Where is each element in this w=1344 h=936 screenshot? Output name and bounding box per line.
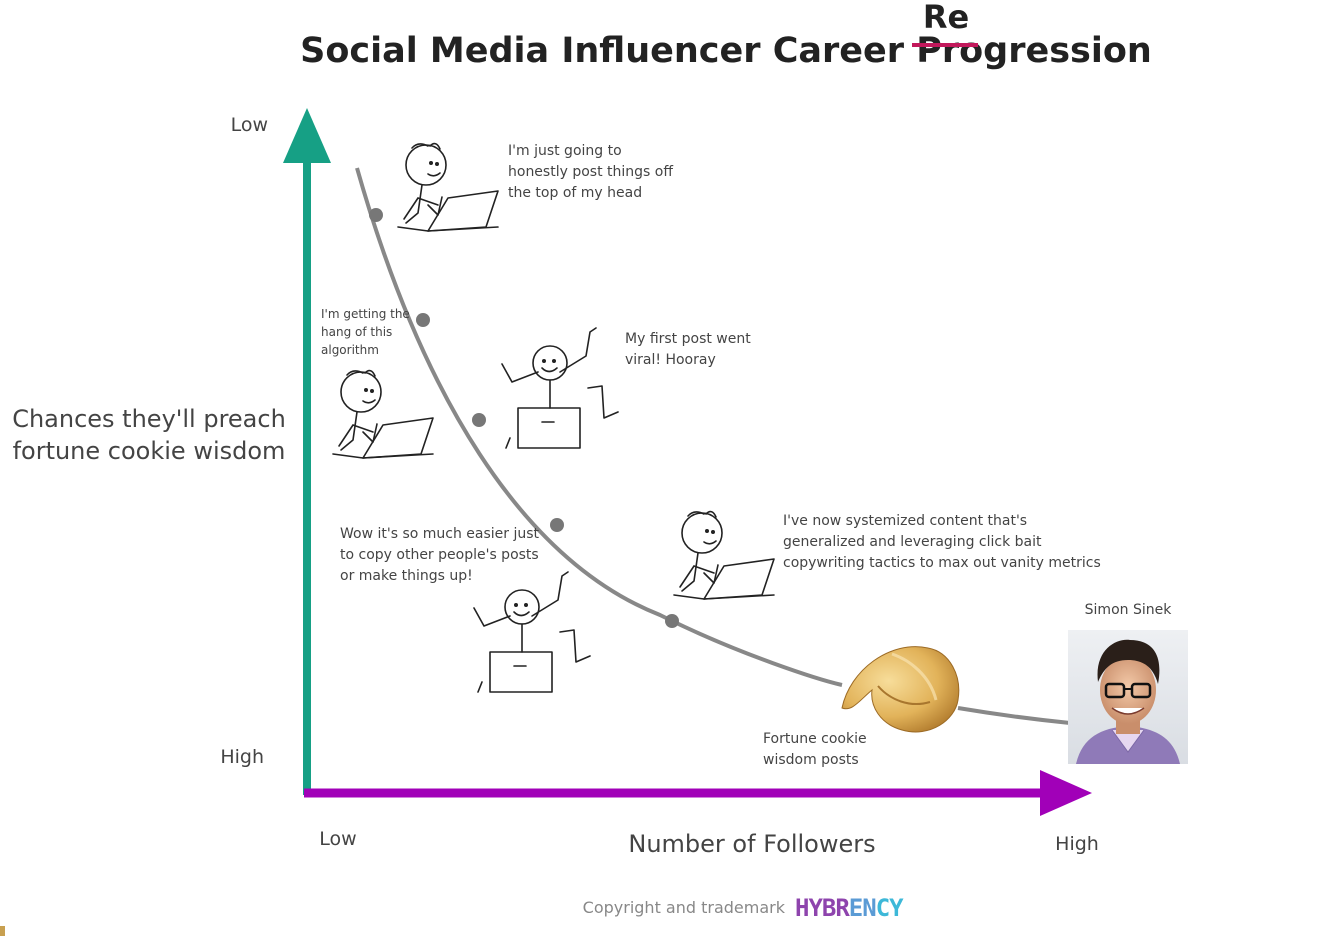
annotation-cookie: Fortune cookie wisdom posts: [763, 731, 867, 768]
y-axis-arrowhead: [283, 108, 331, 163]
curve-point-2: [416, 313, 430, 327]
cookie-line1: Fortune cookie: [763, 731, 867, 747]
stage3-line1: My first post went: [625, 331, 751, 347]
stage3-line2: viral! Hooray: [625, 352, 716, 368]
title-correction: Re: [923, 0, 969, 36]
curve-tail: [957, 706, 1071, 725]
brand-part-1: HYBR: [795, 894, 850, 922]
curve-point-3: [472, 413, 486, 427]
annotation-stage1: I'm just going to honestly post things o…: [508, 143, 673, 201]
stick-figure-celebrating-2: [473, 571, 591, 693]
stage4-line1: Wow it's so much easier just: [340, 526, 540, 542]
curve-point-1: [369, 208, 383, 222]
brand-logo: HYBRENCY: [795, 894, 904, 922]
x-axis-left-label: Low: [319, 828, 356, 850]
curve-point-4: [550, 518, 564, 532]
y-axis: Low High Chances they'll preach fortune …: [12, 108, 331, 795]
fortune-cookie-image: [841, 646, 960, 733]
stage5-line2: generalized and leveraging click bait: [783, 534, 1042, 550]
stick-figure-celebrating-1: [501, 327, 619, 449]
x-axis-right-label: High: [1055, 833, 1099, 855]
x-axis: Low Number of Followers High: [304, 770, 1099, 858]
annotation-stage5: I've now systemized content that's gener…: [783, 513, 1101, 571]
stage1-line1: I'm just going to: [508, 143, 622, 159]
x-axis-arrowhead: [1040, 770, 1092, 816]
stage2-line2: hang of this: [321, 325, 392, 339]
stage2-line1: I'm getting the: [321, 307, 410, 321]
y-axis-top-label: Low: [231, 114, 268, 136]
stage2-line3: algorithm: [321, 343, 379, 357]
footer: Copyright and trademark HYBRENCY: [583, 894, 905, 922]
brand-part-2: EN: [849, 894, 876, 922]
x-axis-title: Number of Followers: [628, 830, 875, 858]
corner-mark: [0, 926, 5, 936]
y-axis-title-line2: fortune cookie wisdom: [13, 437, 286, 465]
title-group: Re Social Media Influencer Career Progre…: [300, 0, 1152, 71]
annotation-stage4: Wow it's so much easier just to copy oth…: [340, 526, 540, 584]
page-title: Social Media Influencer Career Progressi…: [300, 31, 1152, 71]
stage4-line3: or make things up!: [340, 568, 473, 584]
stick-figure-laptop-2: [332, 369, 434, 459]
y-axis-bottom-label: High: [220, 746, 264, 768]
annotation-stage3: My first post went viral! Hooray: [625, 331, 751, 368]
y-axis-title-line1: Chances they'll preach: [12, 405, 286, 433]
progression-curve: [355, 167, 1071, 725]
stage1-line2: honestly post things off: [508, 164, 673, 180]
annotation-stage2: I'm getting the hang of this algorithm: [321, 307, 410, 357]
cookie-line2: wisdom posts: [763, 752, 859, 768]
stage4-line2: to copy other people's posts: [340, 547, 539, 563]
stick-figure-laptop-1: [397, 142, 499, 232]
copyright-text: Copyright and trademark: [583, 898, 786, 917]
curve-point-5: [665, 614, 679, 628]
person-name: Simon Sinek: [1085, 602, 1173, 618]
curve-line: [355, 167, 843, 687]
stage1-line3: the top of my head: [508, 185, 642, 201]
person-portrait: [1068, 630, 1188, 764]
stage5-line1: I've now systemized content that's: [783, 513, 1027, 529]
brand-part-3: CY: [876, 894, 904, 922]
stick-figure-laptop-3: [673, 510, 775, 600]
stage5-line3: copywriting tactics to max out vanity me…: [783, 555, 1101, 571]
